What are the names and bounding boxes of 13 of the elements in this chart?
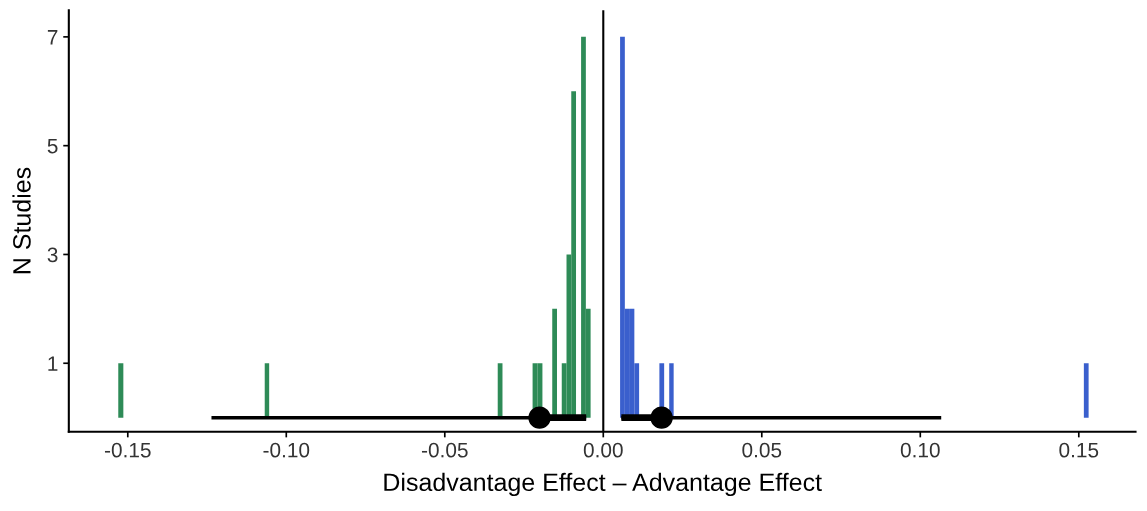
x-axis-title: Disadvantage Effect – Advantage Effect — [384, 472, 822, 497]
x-tick-label: -0.05 — [421, 442, 468, 458]
y-tick-label: 1 — [48, 356, 58, 371]
y-tick-label: 3 — [47, 247, 58, 263]
x-tick-label: 0.05 — [742, 442, 782, 458]
y-axis-title: N Studies — [12, 167, 31, 274]
x-tick-label: 0.10 — [900, 442, 940, 458]
x-tick-label: 0.15 — [1059, 442, 1099, 458]
x-tick-label: 0.00 — [583, 442, 623, 458]
y-tick-label: 7 — [47, 30, 58, 45]
y-tick-label: 5 — [47, 138, 58, 154]
x-tick-label: -0.10 — [263, 442, 310, 458]
x-tick-label: -0.15 — [104, 442, 151, 458]
